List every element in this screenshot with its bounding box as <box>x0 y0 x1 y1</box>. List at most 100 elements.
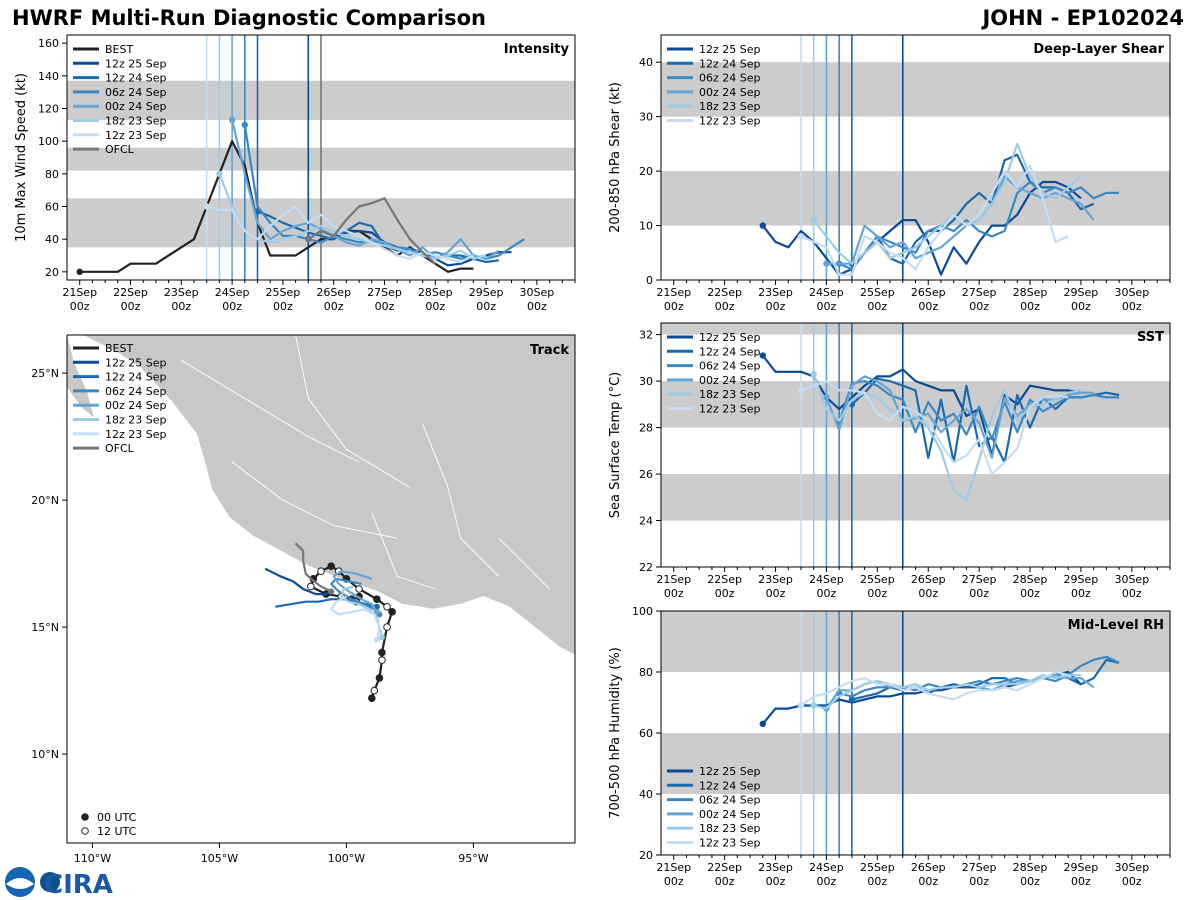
intensity-series-init-point <box>203 203 210 210</box>
marker-legend-label: 00 UTC <box>97 811 137 824</box>
shear-band <box>661 171 1170 226</box>
sst-xtick-label: 00z <box>817 587 837 600</box>
sst-xtick-label: 00z <box>969 587 989 600</box>
rh-xtick-label: 00z <box>1122 875 1142 888</box>
sst-ytick-label: 26 <box>639 468 653 481</box>
sst-band <box>661 474 1170 521</box>
shear-series-group <box>759 142 1120 276</box>
track-ytick-label: 10°N <box>31 748 59 761</box>
intensity-ytick-label: 120 <box>38 103 59 116</box>
rh-xtick-label: 23Sep <box>758 861 793 874</box>
intensity-xtick-label: 22Sep <box>113 286 148 299</box>
intensity-xtick-label: 00z <box>527 300 547 313</box>
sst-xtick-label: 26Sep <box>911 573 946 586</box>
intensity-xtick-label: 28Sep <box>418 286 453 299</box>
rh-ytick-label: 100 <box>632 605 653 618</box>
state-boundary <box>422 423 500 577</box>
rh-legend-label: 12z 24 Sep <box>699 779 761 792</box>
best-track-fix <box>388 608 396 616</box>
sst-legend-label: 00z 24 Sep <box>699 374 761 387</box>
track-ytick-label: 25°N <box>31 367 59 380</box>
rh-xtick-label: 26Sep <box>911 861 946 874</box>
sst-legend-label: 06z 24 Sep <box>699 360 761 373</box>
shear-xtick-label: 27Sep <box>962 286 997 299</box>
state-boundary <box>498 537 550 590</box>
track-xtick-label: 95°W <box>458 852 488 865</box>
shear-xtick-label: 00z <box>1071 300 1091 313</box>
shear-ytick-label: 40 <box>639 56 653 69</box>
best-track-fix <box>383 623 391 631</box>
shear-legend-label: 12z 25 Sep <box>699 43 761 56</box>
track-line <box>264 567 332 596</box>
best-track-fix <box>375 674 384 682</box>
track-frame <box>66 334 576 844</box>
intensity-series-line <box>257 210 499 264</box>
intensity-xtick-label: 21Sep <box>62 286 97 299</box>
intensity-title: Intensity <box>504 42 570 57</box>
marker-legend-label: 12 UTC <box>97 825 137 838</box>
rh-xtick-label: 00z <box>766 875 786 888</box>
track-start-point <box>373 636 380 643</box>
rh-ylabel: 700-500 hPa Humidity (%) <box>608 647 623 819</box>
rh-series-init-point <box>759 720 766 728</box>
shear-xtick-label: 22Sep <box>707 286 742 299</box>
rh-series-init-point <box>797 702 805 709</box>
shear-xtick-label: 28Sep <box>1013 286 1048 299</box>
rh-xtick-label: 30Sep <box>1114 861 1149 874</box>
intensity-legend-label: 00z 24 Sep <box>105 100 167 113</box>
best-track-fix <box>327 562 335 570</box>
track-ytick-label: 20°N <box>31 494 59 507</box>
state-boundary <box>231 461 398 539</box>
sst-xtick-label: 00z <box>867 587 887 600</box>
rh-series-line <box>838 655 1120 698</box>
sst-xtick-label: 28Sep <box>1013 573 1048 586</box>
map-group <box>67 335 575 703</box>
sst-xtick-label: 25Sep <box>860 573 895 586</box>
sst-band <box>661 323 1170 335</box>
track-line <box>294 542 332 593</box>
sst-ytick-label: 22 <box>639 561 653 574</box>
sst-series-line <box>825 375 1094 459</box>
best-track-fix <box>317 567 325 576</box>
rh-xtick-label: 00z <box>1020 875 1040 888</box>
shear-ylabel: 200-850 hPa Shear (kt) <box>608 82 623 233</box>
sst-series-group <box>759 352 1120 501</box>
shear-series-init-point <box>823 260 830 267</box>
sst-title: SST <box>1137 330 1164 345</box>
sst-xtick-label: 24Sep <box>809 573 844 586</box>
intensity-xtick-label: 00z <box>222 300 242 313</box>
intensity-series-init-point <box>216 170 223 178</box>
best-track-fix <box>307 582 315 591</box>
sst-legend-label: 12z 24 Sep <box>699 345 761 358</box>
intensity-xtick-label: 00z <box>70 300 90 313</box>
marker-legend-symbol <box>81 827 89 835</box>
shear-ytick-label: 10 <box>639 220 653 233</box>
sst-xtick-label: 29Sep <box>1064 573 1099 586</box>
track-legend-label: 12z 24 Sep <box>105 371 167 384</box>
track-legend-label: 12z 23 Sep <box>105 428 167 441</box>
track-ytick-label: 15°N <box>31 621 59 634</box>
sst-legend-label: 12z 25 Sep <box>699 331 761 344</box>
intensity-ylabel: 10m Max Wind Speed (kt) <box>14 73 29 242</box>
track-legend-label: BEST <box>105 342 133 355</box>
sst-xtick-label: 00z <box>1020 587 1040 600</box>
intensity-xtick-label: 24Sep <box>215 286 250 299</box>
rh-series-line <box>851 658 1120 701</box>
track-xtick-label: 100°W <box>328 852 365 865</box>
track-legend-label: 18z 23 Sep <box>105 414 167 427</box>
intensity-xtick-label: 25Sep <box>266 286 301 299</box>
best-track-fix <box>368 694 376 703</box>
shear-legend-label: 00z 24 Sep <box>699 86 761 99</box>
rh-xtick-label: 00z <box>817 875 837 888</box>
sst-xtick-label: 00z <box>1122 587 1142 600</box>
cira-logo-text: CIRA <box>44 870 113 900</box>
shear-panel: 01020304021Sep00z22Sep00z23Sep00z24Sep00… <box>608 34 1171 313</box>
shear-series-line <box>800 164 1069 276</box>
rh-legend-label: 00z 24 Sep <box>699 808 761 821</box>
rh-panel: 2040608010021Sep00z22Sep00z23Sep00z24Sep… <box>608 605 1171 888</box>
intensity-xtick-label: 00z <box>121 300 141 313</box>
intensity-series-line <box>231 119 500 260</box>
state-boundary <box>181 360 360 463</box>
sst-band <box>661 381 1170 428</box>
